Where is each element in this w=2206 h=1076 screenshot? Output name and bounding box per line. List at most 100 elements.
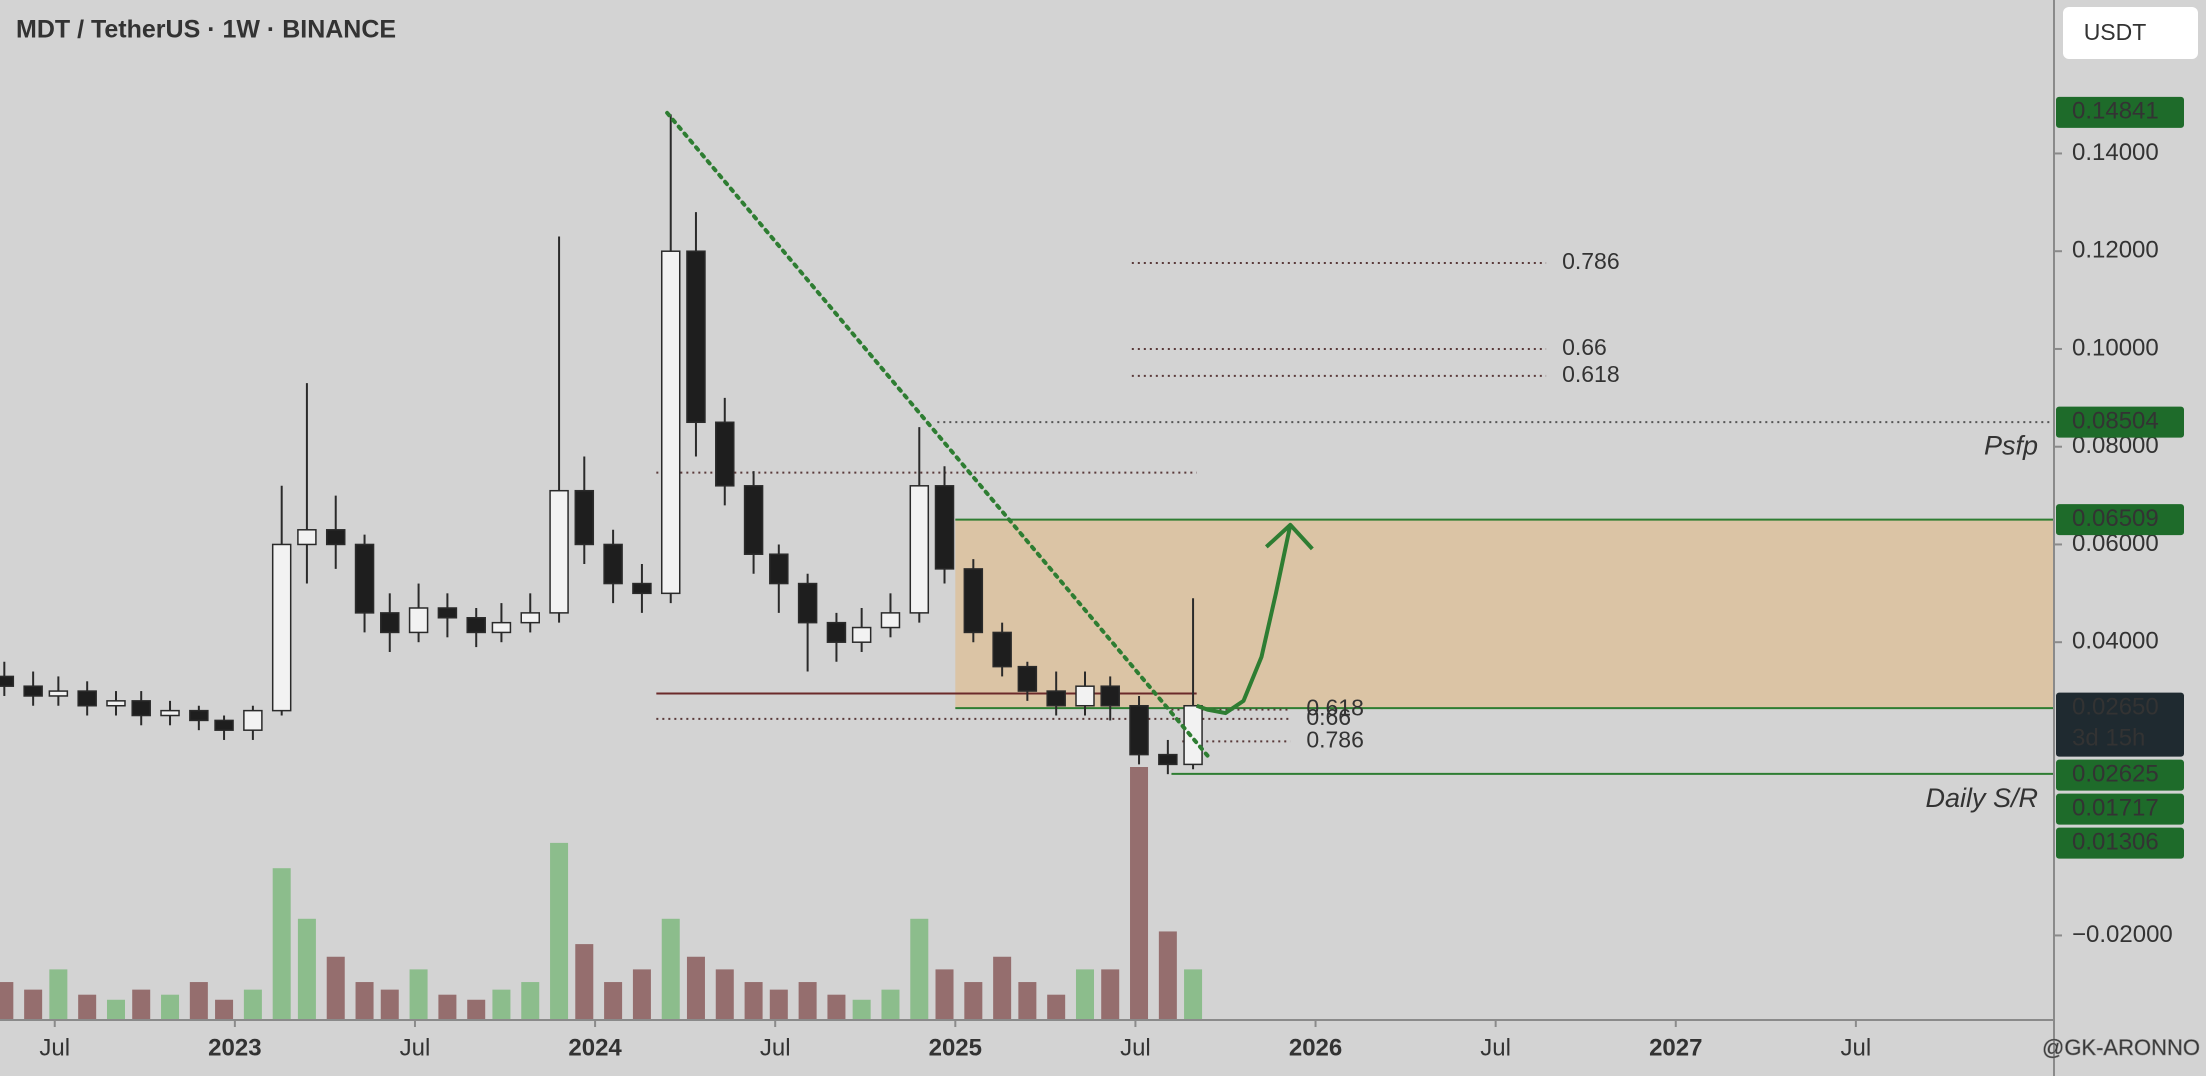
annotation: Daily S/R [1925, 783, 2038, 813]
volume-bar [1130, 767, 1149, 1020]
volume-bar [492, 989, 511, 1020]
level-label: 0.618 [1306, 695, 1364, 721]
candle-body [160, 709, 180, 717]
x-tick-label: Jul [400, 1034, 431, 1061]
candle-body [992, 631, 1012, 668]
volume-bar [0, 982, 14, 1020]
candle-body [715, 421, 735, 487]
volume-bar [632, 969, 651, 1020]
volume-bar [438, 994, 457, 1020]
price-tag [2056, 827, 2184, 859]
candle-body [0, 675, 15, 687]
x-tick-label: Jul [1480, 1034, 1511, 1061]
volume-bar [132, 989, 151, 1020]
candle-body [963, 568, 984, 634]
volume-bar [935, 969, 954, 1020]
candle-body [354, 543, 375, 614]
currency-button[interactable] [2063, 7, 2198, 59]
candle-body [1100, 685, 1120, 707]
volume-bar [993, 956, 1012, 1020]
price-tag-label: 0.06509 [2072, 505, 2159, 532]
volume-bar [521, 982, 540, 1020]
candle-body [574, 489, 595, 546]
countdown: 3d 15h [2072, 725, 2145, 752]
candle-body [686, 250, 706, 424]
candle-body [1017, 665, 1038, 692]
volume-bar [715, 969, 734, 1020]
arrow-head [1264, 522, 1314, 551]
candle-body [797, 582, 818, 624]
volume-bar [686, 956, 705, 1020]
candle-body [743, 485, 764, 555]
zone [955, 519, 2054, 709]
volume-bar [243, 989, 262, 1020]
volume-bar [550, 842, 569, 1020]
candle-body [909, 485, 930, 614]
watermark: @GK-ARONNO [2042, 1035, 2200, 1060]
candle-body [1046, 690, 1066, 707]
y-tick-label: 0.14000 [2072, 139, 2159, 166]
candle-body [520, 612, 541, 624]
candle-body [106, 700, 126, 707]
volume-bar [467, 999, 486, 1020]
x-tick-label: Jul [39, 1034, 70, 1061]
candle-body [77, 690, 97, 707]
candle-body [325, 529, 346, 546]
candle-body [549, 489, 569, 614]
level-label: 0.786 [1306, 726, 1364, 752]
volume-bar [409, 969, 428, 1020]
candle-body [408, 607, 429, 634]
candle-body [380, 612, 400, 634]
volume-bar [744, 982, 763, 1020]
currency-button-label[interactable]: USDT [2084, 19, 2147, 45]
price-tag [2056, 759, 2184, 791]
candle-body [189, 709, 209, 722]
price-tag [2056, 793, 2184, 825]
annotation: Psfp [1984, 430, 2038, 460]
volume-bar [1184, 969, 1203, 1020]
x-tick-label: 2023 [208, 1034, 261, 1061]
level-label: 0.786 [1562, 248, 1620, 274]
y-tick-label: 0.12000 [2072, 237, 2159, 264]
volume-bar [827, 994, 846, 1020]
price-tag-label: 0.02625 [2072, 761, 2159, 788]
chart-title: MDT / TetherUS · 1W · BINANCE [16, 16, 396, 44]
x-tick-label: 2024 [568, 1034, 622, 1061]
candle-body [214, 719, 234, 731]
trendline [665, 110, 1210, 758]
x-tick-label: 2027 [1649, 1034, 1702, 1061]
x-tick-label: Jul [1841, 1034, 1872, 1061]
volume-bar [1158, 931, 1177, 1020]
volume-bar [272, 868, 291, 1020]
candle-body [826, 621, 847, 643]
price-tag [2056, 96, 2184, 128]
price-tag [2056, 504, 2184, 536]
candle-body [603, 543, 623, 585]
price-tag-label: 0.14841 [2072, 98, 2159, 125]
volume-bar [852, 999, 871, 1020]
candle-body [243, 709, 263, 731]
candle-body [1129, 704, 1149, 756]
volume-bar [1101, 969, 1120, 1020]
y-tick-label: −0.02000 [2072, 921, 2173, 948]
volume-bar [575, 944, 594, 1020]
candle-body [23, 685, 43, 697]
volume-bar [1018, 982, 1037, 1020]
candle-body [48, 690, 69, 697]
volume-bar [215, 999, 234, 1020]
volume-bar [326, 956, 345, 1020]
price-tag [2056, 692, 2184, 757]
price-tag [2056, 406, 2184, 438]
candle-body [880, 612, 901, 629]
price-tag-label: 0.01717 [2072, 795, 2159, 822]
candle-body [632, 582, 652, 595]
volume-bar [910, 918, 929, 1020]
volume-bar [964, 982, 983, 1020]
candle-body [466, 617, 486, 634]
candle-body [297, 529, 317, 546]
candle-body [1158, 753, 1178, 766]
candle-body [851, 626, 872, 643]
candle-body [491, 621, 512, 634]
